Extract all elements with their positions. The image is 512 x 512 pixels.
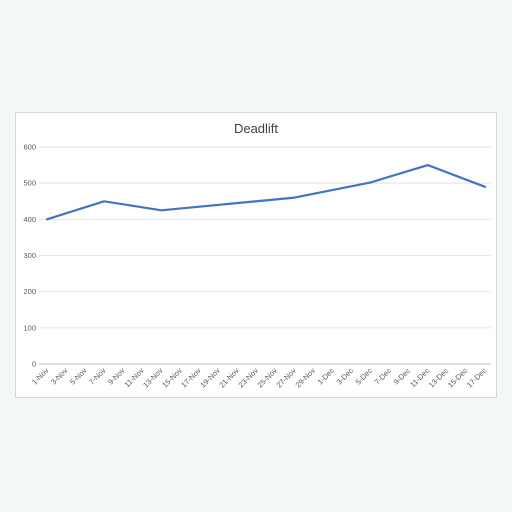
x-tick-label: 17-Nov (179, 366, 203, 390)
x-tick-label: 7-Nov (87, 366, 108, 387)
x-tick-label: 7-Dec (373, 366, 394, 387)
series-line (45, 163, 487, 221)
line-chart: 01002003004005006001-Nov3-Nov5-Nov7-Nov9… (23, 143, 491, 390)
y-tick-label: 200 (23, 287, 36, 296)
x-tick-label: 17-Dec (465, 366, 489, 390)
x-tick-label: 21-Nov (217, 366, 241, 390)
y-tick-label: 400 (23, 215, 36, 224)
x-tick-label: 13-Dec (427, 366, 451, 390)
x-tick-label: 13-Nov (141, 366, 165, 390)
x-tick-label: 1-Dec (316, 366, 337, 387)
y-tick-label: 0 (32, 360, 36, 369)
x-tick-label: 29-Nov (294, 366, 318, 390)
y-tick-label: 600 (23, 143, 36, 152)
chart-frame: Deadlift 0 100 200 300 400 500 600 1-Nov 3-Nov 5-… (15, 112, 497, 398)
x-tick-label: 1-Nov (30, 366, 51, 387)
x-tick-label: 3-Dec (335, 366, 356, 387)
x-tick-label: 23-Nov (236, 366, 260, 390)
x-tick-label: 15-Dec (446, 366, 470, 390)
x-tick-label: 3-Nov (49, 366, 70, 387)
x-tick-label: 19-Nov (198, 366, 222, 390)
chart-title: Deadlift (233, 121, 279, 136)
y-tick-label: 100 (23, 323, 36, 332)
x-tick-label: 5-Nov (68, 366, 89, 387)
x-tick-label: 5-Dec (354, 366, 375, 387)
x-tick-label: 15-Nov (160, 366, 184, 390)
y-tick-label: 300 (23, 251, 36, 260)
x-tick-label: 25-Nov (255, 366, 279, 390)
x-tick-label: 27-Nov (275, 366, 299, 390)
y-tick-label: 500 (23, 179, 36, 188)
